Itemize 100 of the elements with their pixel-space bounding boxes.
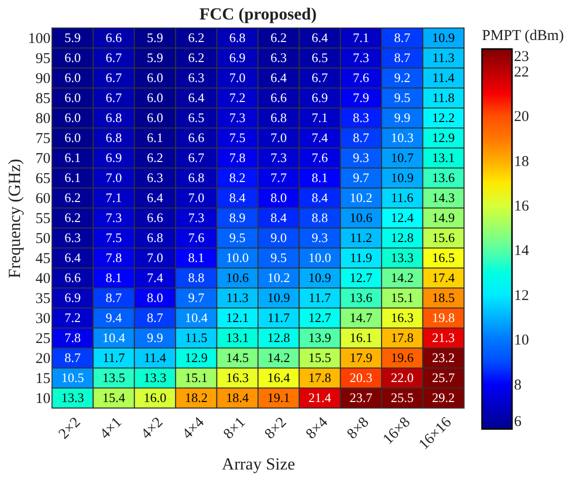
data-label: 10.9 bbox=[390, 170, 414, 185]
y-tick-label: 35 bbox=[36, 291, 50, 307]
data-label: 6.0 bbox=[64, 50, 81, 65]
data-label: 15.1 bbox=[390, 290, 414, 305]
data-label: 6.2 bbox=[270, 30, 287, 45]
y-tick-label: 70 bbox=[36, 151, 50, 167]
data-label: 8.4 bbox=[229, 190, 246, 205]
color-bar-label: 12 bbox=[514, 288, 529, 304]
data-label: 19.6 bbox=[390, 350, 414, 365]
y-tick-label: 30 bbox=[36, 311, 50, 327]
data-label: 13.3 bbox=[390, 250, 414, 265]
y-tick-label: 60 bbox=[36, 191, 50, 207]
data-label: 6.3 bbox=[64, 230, 81, 245]
data-label: 15.4 bbox=[102, 390, 126, 405]
data-label: 6.1 bbox=[64, 150, 81, 165]
data-label: 8.1 bbox=[188, 250, 204, 265]
data-label: 6.8 bbox=[106, 130, 122, 145]
data-label: 8.0 bbox=[270, 190, 287, 205]
data-label: 7.0 bbox=[270, 130, 287, 145]
data-label: 9.3 bbox=[312, 230, 328, 245]
color-bar-label: 10 bbox=[514, 332, 529, 349]
data-label: 10.9 bbox=[308, 270, 332, 285]
data-label: 18.4 bbox=[226, 390, 250, 405]
data-label: 14.2 bbox=[390, 270, 414, 285]
data-label: 10.3 bbox=[390, 130, 414, 145]
y-tick-label: 25 bbox=[36, 331, 50, 347]
y-tick-label: 75 bbox=[36, 131, 50, 147]
data-label: 7.4 bbox=[312, 130, 328, 145]
data-label: 6.9 bbox=[312, 90, 328, 105]
data-label: 7.6 bbox=[352, 70, 370, 85]
data-label: 7.1 bbox=[352, 30, 370, 45]
data-label: 6.1 bbox=[146, 130, 164, 145]
data-label: 9.7 bbox=[188, 290, 205, 305]
data-label: 10.6 bbox=[350, 210, 373, 225]
data-label: 7.6 bbox=[312, 150, 328, 165]
data-label: 13.6 bbox=[432, 170, 456, 185]
data-label: 11.7 bbox=[308, 290, 332, 305]
data-label: 9.5 bbox=[229, 230, 246, 245]
data-label: 7.0 bbox=[106, 170, 122, 185]
data-label: 6.0 bbox=[146, 90, 164, 105]
data-label: 21.3 bbox=[432, 330, 455, 345]
color-bar-label: 8 bbox=[514, 377, 522, 394]
data-label: 11.5 bbox=[185, 330, 208, 345]
data-label: 8.1 bbox=[106, 270, 122, 285]
data-label: 6.7 bbox=[106, 50, 122, 65]
data-label: 6.6 bbox=[64, 270, 82, 285]
data-label: 17.4 bbox=[432, 270, 456, 285]
data-label: 12.7 bbox=[350, 270, 373, 285]
data-label: 7.7 bbox=[270, 170, 288, 185]
data-label: 6.9 bbox=[106, 150, 122, 165]
data-label: 20.3 bbox=[350, 370, 372, 385]
data-label: 17.8 bbox=[390, 330, 414, 345]
data-label: 16.4 bbox=[267, 370, 290, 385]
data-label: 7.3 bbox=[229, 110, 246, 125]
color-bar-label: 14 bbox=[514, 243, 530, 260]
data-label: 6.6 bbox=[270, 90, 288, 105]
data-label: 7.5 bbox=[106, 230, 122, 245]
data-label: 7.3 bbox=[106, 210, 122, 225]
data-label: 8.4 bbox=[270, 210, 288, 225]
data-label: 13.3 bbox=[61, 390, 84, 405]
data-label: 8.7 bbox=[106, 290, 122, 305]
data-label: 7.4 bbox=[146, 270, 164, 285]
data-label: 7.1 bbox=[312, 110, 328, 125]
data-label: 6.6 bbox=[106, 30, 122, 45]
data-label: 7.3 bbox=[352, 50, 370, 65]
data-label: 15.1 bbox=[184, 370, 208, 385]
data-label: 7.8 bbox=[229, 150, 246, 165]
data-label: 6.3 bbox=[270, 50, 287, 65]
data-label: 14.2 bbox=[267, 350, 290, 365]
data-label: 6.4 bbox=[64, 250, 82, 265]
data-label: 6.8 bbox=[106, 110, 122, 125]
data-label: 6.2 bbox=[188, 50, 204, 65]
x-tick-label: 4×4 bbox=[180, 414, 208, 442]
data-label: 29.2 bbox=[432, 390, 455, 405]
data-label: 10.9 bbox=[432, 30, 455, 45]
data-label: 9.4 bbox=[106, 310, 122, 325]
data-label: 6.5 bbox=[312, 50, 328, 65]
data-label: 9.2 bbox=[394, 70, 410, 85]
data-label: 6.7 bbox=[312, 70, 328, 85]
data-label: 15.6 bbox=[432, 230, 456, 245]
data-label: 6.6 bbox=[146, 210, 164, 225]
data-label: 17.9 bbox=[350, 350, 372, 365]
y-tick-label: 20 bbox=[36, 351, 50, 367]
data-label: 15.5 bbox=[308, 350, 332, 365]
data-label: 13.6 bbox=[350, 290, 373, 305]
data-label: 8.7 bbox=[394, 50, 411, 65]
data-label: 12.9 bbox=[432, 130, 455, 145]
data-label: 18.2 bbox=[184, 390, 208, 405]
data-label: 10.7 bbox=[390, 150, 414, 165]
data-label: 10.6 bbox=[226, 270, 250, 285]
data-label: 6.2 bbox=[146, 150, 164, 165]
data-label: 6.3 bbox=[188, 70, 204, 85]
data-label: 13.3 bbox=[144, 370, 166, 385]
data-label: 9.3 bbox=[352, 150, 370, 165]
data-label: 16.1 bbox=[350, 330, 372, 345]
data-label: 11.8 bbox=[432, 90, 455, 105]
color-bar-label: 23 bbox=[514, 49, 529, 65]
data-label: 6.9 bbox=[64, 290, 81, 305]
y-tick-label: 50 bbox=[36, 231, 50, 247]
data-label: 10.0 bbox=[226, 250, 249, 265]
